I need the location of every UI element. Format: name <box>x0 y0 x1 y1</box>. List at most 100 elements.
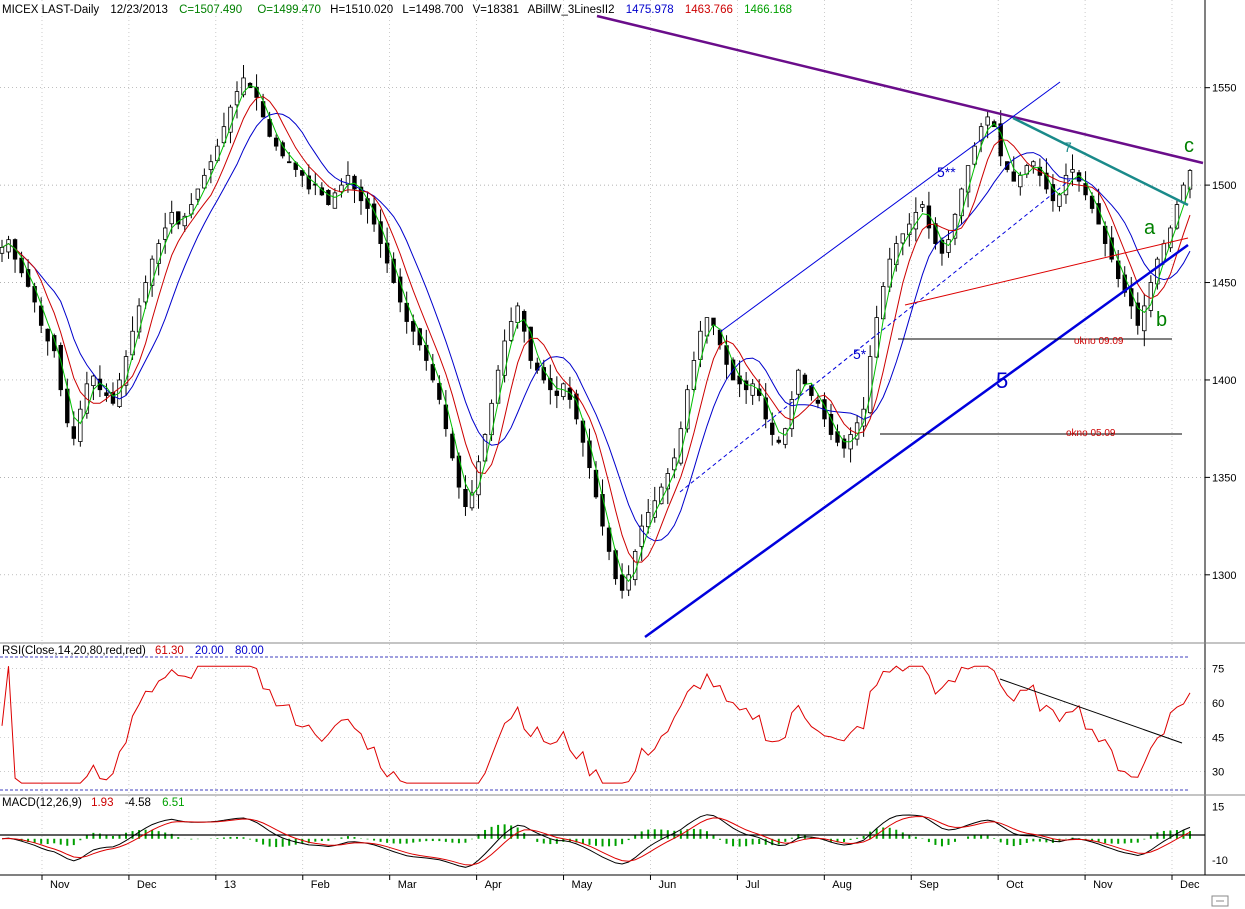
label-okno-0509: okno 05.09 <box>1066 428 1116 439</box>
candle-up <box>1187 170 1193 190</box>
label-wave-b: b <box>1156 309 1167 331</box>
time-tick-label: May <box>572 879 593 891</box>
macd-histogram-bar <box>118 834 121 839</box>
macd-histogram-bar <box>399 838 402 844</box>
header-close: C=1507.490 <box>179 4 242 16</box>
macd-histogram-bar <box>353 837 356 839</box>
candle-up <box>652 500 657 518</box>
candle-up <box>659 486 664 505</box>
macd-histogram-bar <box>164 832 167 839</box>
macd-histogram-bar <box>373 838 376 841</box>
header-symbol: MICEX LAST-Daily <box>2 4 99 16</box>
macd-histogram-bar <box>954 838 957 842</box>
macd-histogram-bar <box>810 836 813 839</box>
macd-histogram-bar <box>1019 838 1022 845</box>
macd-histogram-bar <box>53 838 56 844</box>
candle-down <box>267 119 272 137</box>
macd-histogram-bar <box>980 834 983 839</box>
label-5-star: 5* <box>853 346 867 362</box>
macd-histogram-bar <box>575 838 578 843</box>
candle-up <box>789 399 795 430</box>
macd-histogram-bar <box>346 836 349 839</box>
macd-histogram-bar <box>555 838 558 844</box>
macd-histogram-bar <box>190 838 193 840</box>
macd-histogram-bar <box>392 838 395 844</box>
time-tick-label: Sep <box>919 879 939 891</box>
macd-histogram-bar <box>797 834 800 839</box>
candle-up <box>228 106 233 133</box>
candle-up <box>959 188 964 217</box>
candle-up <box>874 317 879 358</box>
macd-histogram-bar <box>503 824 506 839</box>
trendline-red <box>904 237 1189 306</box>
macd-histogram-bar <box>1130 838 1133 843</box>
moving-average-green <box>1 85 1191 583</box>
macd-histogram-bar <box>888 827 891 839</box>
macd-histogram-bar <box>111 835 114 839</box>
macd-histogram-bar <box>536 838 539 842</box>
macd-histogram-bar <box>98 833 101 839</box>
macd-histogram-bar <box>1136 838 1139 843</box>
candle-down <box>606 527 612 552</box>
macd-histogram-bar <box>151 829 154 839</box>
candle-down <box>38 305 44 326</box>
price-axis-ticks: 1550 1500 1450 1400 1350 1300 <box>1205 83 1236 582</box>
macd-histogram-bar <box>444 838 447 842</box>
candle-down <box>104 392 109 396</box>
rsi-axis-ticks: 75 60 45 30 <box>1212 663 1224 778</box>
candle-up <box>476 461 481 496</box>
macd-histogram-bar <box>66 838 69 846</box>
header-line: MICEX LAST-Daily 12/23/2013 C=1507.490 O… <box>2 4 792 16</box>
candle-up <box>182 215 187 227</box>
macd-histogram-bar <box>895 829 898 839</box>
macd-histogram-bar <box>999 838 1002 843</box>
channel-line-blue-upper <box>719 81 1061 333</box>
macd-histogram-bar <box>1149 835 1152 839</box>
candle-up <box>502 340 507 376</box>
candle-down <box>1089 195 1095 209</box>
candle-down <box>326 189 331 205</box>
macd-histogram-bar <box>288 838 291 846</box>
candle-up <box>143 282 148 303</box>
candle-down <box>280 142 285 157</box>
price-tick-label: 1450 <box>1212 278 1236 290</box>
rsi-header-v3: 80.00 <box>235 645 264 657</box>
macd-histogram-bar <box>59 838 62 845</box>
candle-up <box>1070 169 1075 173</box>
macd-histogram-bar <box>222 837 225 839</box>
macd-histogram-bar <box>758 838 761 844</box>
candle-down <box>1135 302 1140 326</box>
header-volume: V=18381 <box>473 4 519 16</box>
time-tick-label: Nov <box>1093 879 1113 891</box>
macd-histogram-bar <box>627 838 630 841</box>
candle-down <box>815 399 821 404</box>
time-tick-label: Oct <box>1006 879 1023 891</box>
macd-histogram-bar <box>732 838 735 847</box>
candle-down <box>1083 183 1088 196</box>
macd-histogram-bar <box>601 838 604 847</box>
macd-histogram-bar <box>790 837 793 839</box>
macd-histogram-bar <box>523 832 526 839</box>
macd-histogram-bar <box>268 838 271 847</box>
macd-header: MACD(12,26,9) 1.93 -4.58 6.51 <box>2 797 185 809</box>
candle-up <box>900 233 905 244</box>
candle-up <box>149 258 155 286</box>
macd-histogram-bar <box>320 838 323 842</box>
candle-up <box>861 408 866 427</box>
macd-histogram-bar <box>1175 830 1178 839</box>
rsi-tick-label: 60 <box>1212 698 1224 710</box>
macd-histogram-bar <box>405 838 408 844</box>
macd-signal-line <box>1 815 1191 866</box>
candle-down <box>52 335 57 352</box>
candle-up <box>691 360 697 390</box>
candle-up <box>221 126 227 144</box>
macd-histogram-bar <box>170 833 173 839</box>
macd-histogram-bar <box>581 838 584 844</box>
macd-histogram-bar <box>438 838 441 842</box>
macd-histogram-bar <box>255 838 258 842</box>
macd-histogram-bar <box>281 838 284 847</box>
candle-down <box>463 488 468 508</box>
macd-histogram-bar <box>1110 838 1113 844</box>
candle-up <box>632 551 638 581</box>
